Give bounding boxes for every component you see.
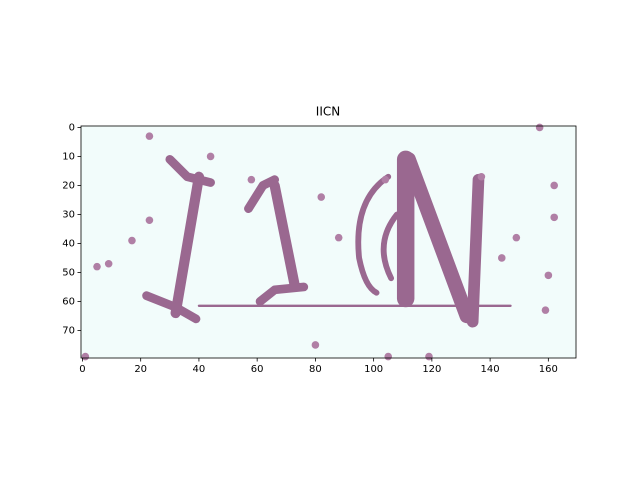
glyph	[269, 180, 301, 293]
x-tick-label: 20	[134, 364, 147, 375]
y-tick-label: 50	[62, 267, 75, 278]
x-tick-label: 40	[193, 364, 206, 375]
glyph	[380, 211, 400, 282]
x-tick-label: 0	[79, 364, 85, 375]
noise-dots	[81, 123, 558, 361]
x-tick-label: 120	[422, 364, 441, 375]
x-tick-label: 160	[539, 364, 558, 375]
glyph	[244, 175, 280, 213]
axes-frame	[80, 125, 577, 359]
glyph	[255, 282, 309, 306]
glyph	[170, 171, 205, 319]
image-background	[81, 126, 576, 358]
y-tick-label: 30	[62, 209, 75, 220]
y-tick-label: 70	[62, 325, 75, 336]
y-tick-label: 40	[62, 238, 75, 249]
x-tick-label: 140	[481, 364, 500, 375]
captcha-image	[81, 123, 558, 361]
x-tick-label: 80	[309, 364, 322, 375]
glyph	[355, 173, 392, 296]
y-tick-label: 20	[62, 180, 75, 191]
y-tick-label: 10	[62, 151, 75, 162]
glyph	[142, 291, 201, 324]
glyph	[466, 173, 485, 328]
x-tick-label: 100	[364, 364, 383, 375]
y-tick-label: 0	[69, 122, 75, 133]
glyph	[401, 152, 475, 324]
y-tick-label: 60	[62, 296, 75, 307]
x-tick-label: 60	[251, 364, 264, 375]
chart-title: IICN	[316, 105, 340, 119]
